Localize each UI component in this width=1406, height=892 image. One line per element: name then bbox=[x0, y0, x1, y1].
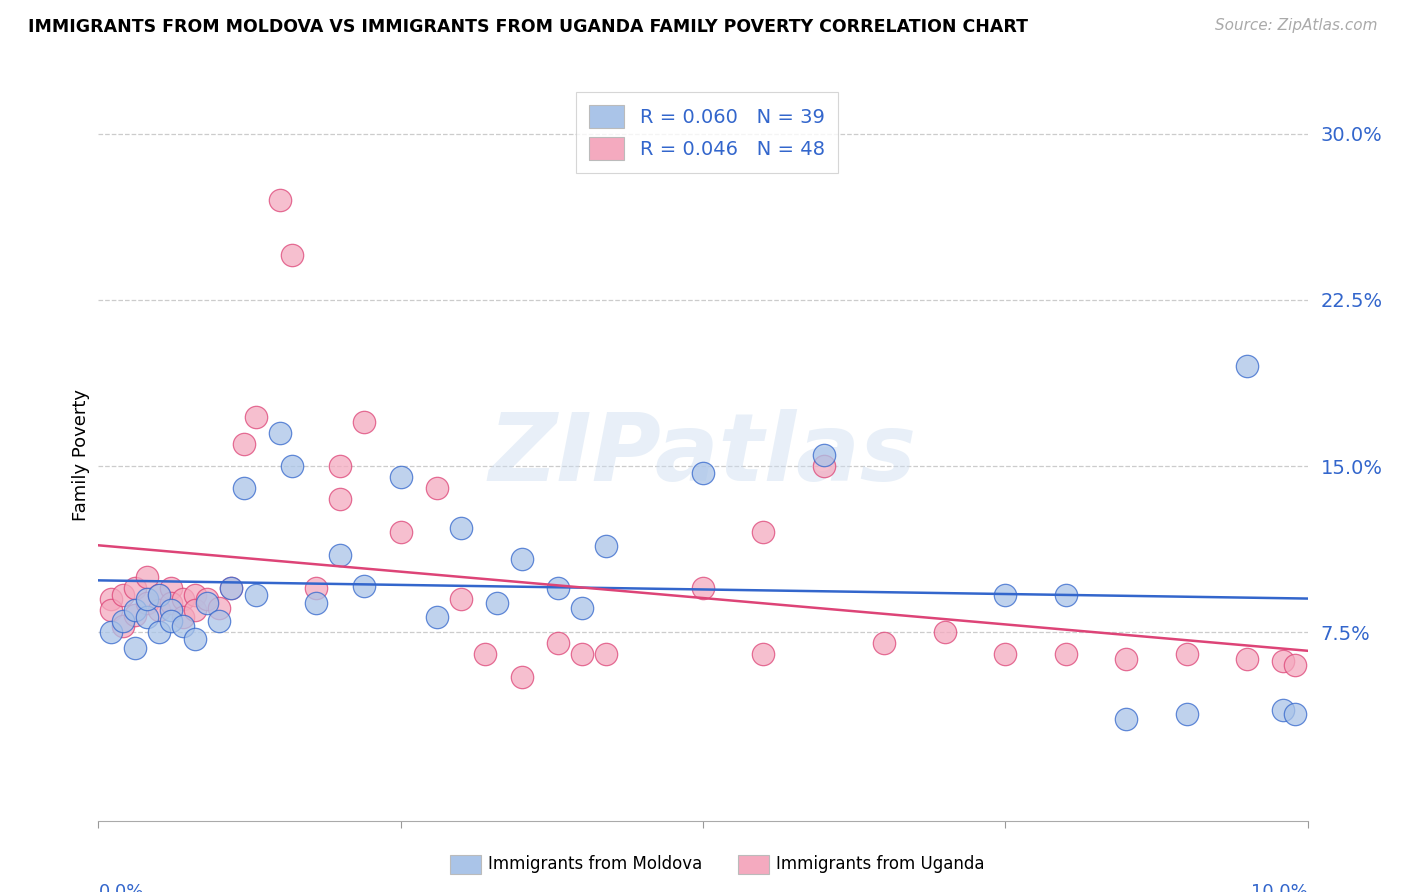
Point bbox=[752, 525, 775, 540]
Point bbox=[100, 592, 122, 607]
Point bbox=[135, 592, 157, 607]
Point bbox=[305, 596, 328, 610]
Point bbox=[281, 248, 304, 262]
Text: Immigrants from Uganda: Immigrants from Uganda bbox=[776, 855, 984, 873]
Point bbox=[172, 609, 194, 624]
Point bbox=[329, 458, 352, 473]
Text: 10.0%: 10.0% bbox=[1251, 883, 1308, 892]
Point bbox=[1054, 648, 1077, 662]
Point bbox=[172, 618, 194, 632]
Point bbox=[148, 588, 170, 602]
Point bbox=[994, 588, 1017, 602]
Point bbox=[208, 600, 231, 615]
Point bbox=[692, 581, 714, 595]
Point bbox=[135, 570, 157, 584]
Point bbox=[111, 588, 134, 602]
Point bbox=[547, 636, 569, 650]
Point bbox=[595, 539, 617, 553]
Point bbox=[269, 425, 291, 440]
Point bbox=[281, 458, 304, 473]
Point bbox=[100, 603, 122, 617]
Point bbox=[124, 581, 146, 595]
Point bbox=[148, 588, 170, 602]
Y-axis label: Family Poverty: Family Poverty bbox=[72, 389, 90, 521]
Point bbox=[305, 581, 328, 595]
Point bbox=[269, 193, 291, 207]
Point bbox=[111, 614, 134, 628]
Point bbox=[1272, 654, 1295, 668]
Point bbox=[813, 448, 835, 462]
Point bbox=[124, 603, 146, 617]
Point bbox=[221, 581, 243, 595]
Point bbox=[510, 669, 533, 683]
Point bbox=[1115, 652, 1137, 666]
Point bbox=[232, 437, 254, 451]
Point bbox=[1284, 707, 1306, 722]
Point bbox=[426, 481, 449, 495]
Point bbox=[571, 600, 593, 615]
Point bbox=[1054, 588, 1077, 602]
Point bbox=[1236, 652, 1258, 666]
Point bbox=[813, 458, 835, 473]
Point bbox=[245, 410, 267, 425]
Point bbox=[450, 521, 472, 535]
Point bbox=[135, 609, 157, 624]
Text: ZIPatlas: ZIPatlas bbox=[489, 409, 917, 501]
Point bbox=[692, 466, 714, 480]
Point bbox=[172, 592, 194, 607]
Point bbox=[148, 625, 170, 640]
Point bbox=[195, 596, 218, 610]
Point bbox=[752, 648, 775, 662]
Point bbox=[353, 579, 375, 593]
Point bbox=[329, 492, 352, 507]
Point bbox=[486, 596, 509, 610]
Point bbox=[1284, 658, 1306, 673]
Point bbox=[595, 648, 617, 662]
Point bbox=[474, 648, 496, 662]
Point bbox=[1175, 707, 1198, 722]
Point bbox=[184, 603, 207, 617]
Point bbox=[353, 415, 375, 429]
Text: Immigrants from Moldova: Immigrants from Moldova bbox=[488, 855, 702, 873]
Point bbox=[208, 614, 231, 628]
Point bbox=[329, 548, 352, 562]
Point bbox=[934, 625, 956, 640]
Point bbox=[124, 640, 146, 655]
Text: 0.0%: 0.0% bbox=[98, 883, 143, 892]
Point bbox=[221, 581, 243, 595]
Point bbox=[160, 581, 183, 595]
Point bbox=[160, 596, 183, 610]
Point bbox=[195, 592, 218, 607]
Point bbox=[245, 588, 267, 602]
Point bbox=[124, 607, 146, 622]
Point bbox=[232, 481, 254, 495]
Point bbox=[184, 588, 207, 602]
Point bbox=[994, 648, 1017, 662]
Point bbox=[510, 552, 533, 566]
Point bbox=[1272, 703, 1295, 717]
Point bbox=[426, 609, 449, 624]
Point bbox=[1236, 359, 1258, 374]
Legend: R = 0.060   N = 39, R = 0.046   N = 48: R = 0.060 N = 39, R = 0.046 N = 48 bbox=[575, 92, 838, 173]
Point bbox=[571, 648, 593, 662]
Point bbox=[111, 618, 134, 632]
Point bbox=[389, 525, 412, 540]
Point bbox=[184, 632, 207, 646]
Point bbox=[873, 636, 896, 650]
Point bbox=[1115, 712, 1137, 726]
Point bbox=[450, 592, 472, 607]
Point bbox=[389, 470, 412, 484]
Point bbox=[547, 581, 569, 595]
Point bbox=[160, 614, 183, 628]
Text: Source: ZipAtlas.com: Source: ZipAtlas.com bbox=[1215, 18, 1378, 33]
Point bbox=[1175, 648, 1198, 662]
Point bbox=[148, 603, 170, 617]
Point bbox=[135, 596, 157, 610]
Point bbox=[100, 625, 122, 640]
Text: IMMIGRANTS FROM MOLDOVA VS IMMIGRANTS FROM UGANDA FAMILY POVERTY CORRELATION CHA: IMMIGRANTS FROM MOLDOVA VS IMMIGRANTS FR… bbox=[28, 18, 1028, 36]
Point bbox=[160, 603, 183, 617]
